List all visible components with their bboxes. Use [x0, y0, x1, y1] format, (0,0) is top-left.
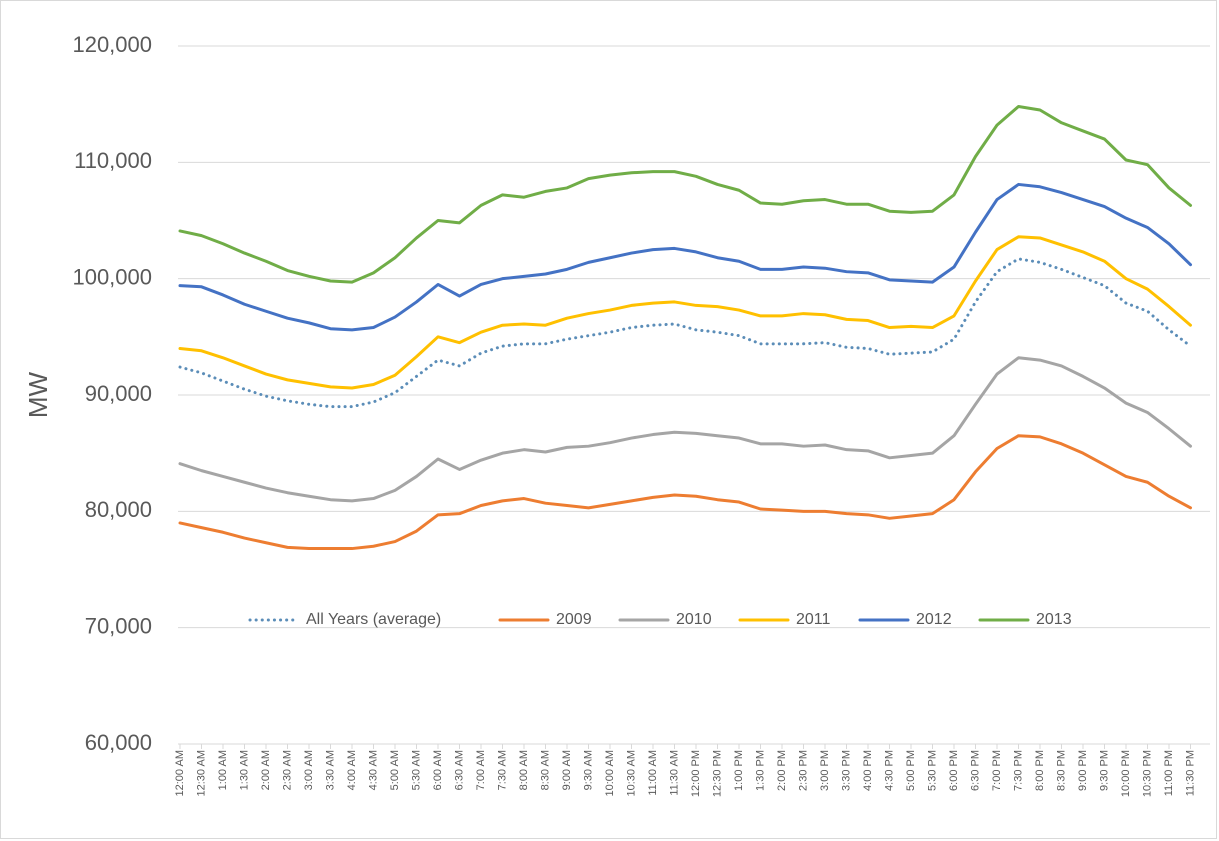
- series-line: [178, 356, 1192, 503]
- x-tick-label: 12:30 PM: [711, 750, 723, 797]
- legend-label: All Years (average): [306, 611, 441, 628]
- x-tick-label: 10:00 AM: [604, 750, 616, 796]
- x-tick-label: 12:00 AM: [174, 750, 186, 796]
- x-tick-label: 2:30 PM: [797, 750, 809, 791]
- x-tick-label: 4:00 PM: [862, 750, 874, 791]
- x-tick-label: 11:00 PM: [1163, 750, 1175, 796]
- x-tick-label: 8:30 AM: [539, 750, 551, 790]
- x-tick-label: 8:30 PM: [1055, 750, 1067, 791]
- x-tick-label: 7:30 AM: [496, 750, 508, 790]
- x-tick-label: 7:00 AM: [475, 750, 487, 790]
- x-tick-label: 9:00 PM: [1077, 750, 1089, 791]
- x-tick-label: 3:30 AM: [324, 750, 336, 790]
- y-axis-label: MW: [23, 371, 53, 418]
- x-tick-label: 7:00 PM: [991, 750, 1003, 791]
- y-tick-label: 100,000: [72, 264, 152, 289]
- x-tick-label: 1:00 PM: [733, 750, 745, 791]
- x-tick-label: 2:30 AM: [281, 750, 293, 790]
- x-tick-label: 2:00 AM: [260, 750, 272, 790]
- x-tick-label: 3:00 PM: [819, 750, 831, 791]
- x-tick-label: 10:00 PM: [1120, 750, 1132, 797]
- y-tick-label: 110,000: [74, 148, 152, 173]
- series-line: [178, 104, 1192, 284]
- legend-label: 2013: [1036, 611, 1072, 628]
- x-tick-label: 4:30 AM: [367, 750, 379, 790]
- series-line: [178, 235, 1192, 390]
- series-line: [178, 182, 1192, 332]
- x-tick-label: 2:00 PM: [776, 750, 788, 791]
- legend-label: 2012: [916, 611, 952, 628]
- x-tick-label: 4:30 PM: [883, 750, 895, 791]
- legend-label: 2010: [676, 611, 712, 628]
- y-tick-label: 70,000: [85, 613, 152, 638]
- legend-label: 2009: [556, 611, 592, 628]
- x-tick-label: 7:30 PM: [1012, 750, 1024, 791]
- x-tick-label: 11:30 PM: [1184, 750, 1196, 796]
- series-line: [178, 257, 1192, 409]
- x-tick-label: 11:00 AM: [647, 750, 659, 796]
- x-tick-label: 5:00 PM: [905, 750, 917, 791]
- legend-label: 2011: [796, 611, 831, 628]
- x-tick-label: 12:00 PM: [690, 750, 702, 797]
- x-tick-label: 6:00 PM: [948, 750, 960, 791]
- x-tick-label: 5:30 AM: [410, 750, 422, 790]
- x-tick-label: 8:00 PM: [1034, 750, 1046, 791]
- y-tick-label: 90,000: [85, 381, 152, 406]
- x-tick-label: 12:30 AM: [195, 750, 207, 796]
- x-tick-label: 1:30 PM: [754, 750, 766, 791]
- x-tick-label: 6:30 AM: [453, 750, 465, 790]
- x-tick-label: 6:00 AM: [432, 750, 444, 790]
- x-tick-label: 3:30 PM: [840, 750, 852, 791]
- x-tick-label: 10:30 PM: [1141, 750, 1153, 797]
- x-tick-label: 5:30 PM: [926, 750, 938, 791]
- x-tick-label: 1:00 AM: [217, 750, 229, 790]
- y-tick-label: 60,000: [85, 730, 152, 755]
- x-tick-label: 9:00 AM: [561, 750, 573, 790]
- x-tick-label: 6:30 PM: [969, 750, 981, 791]
- y-tick-label: 80,000: [85, 497, 152, 522]
- x-tick-label: 4:00 AM: [346, 750, 358, 790]
- x-tick-label: 11:30 AM: [668, 750, 680, 796]
- x-tick-label: 1:30 AM: [238, 750, 250, 790]
- x-tick-label: 10:30 AM: [625, 750, 637, 796]
- x-tick-label: 9:30 AM: [582, 750, 594, 790]
- series-line: [178, 434, 1192, 551]
- x-tick-label: 9:30 PM: [1098, 750, 1110, 791]
- y-tick-label: 120,000: [72, 32, 152, 57]
- x-tick-label: 5:00 AM: [389, 750, 401, 790]
- x-tick-label: 3:00 AM: [303, 750, 315, 790]
- x-tick-label: 8:00 AM: [518, 750, 530, 790]
